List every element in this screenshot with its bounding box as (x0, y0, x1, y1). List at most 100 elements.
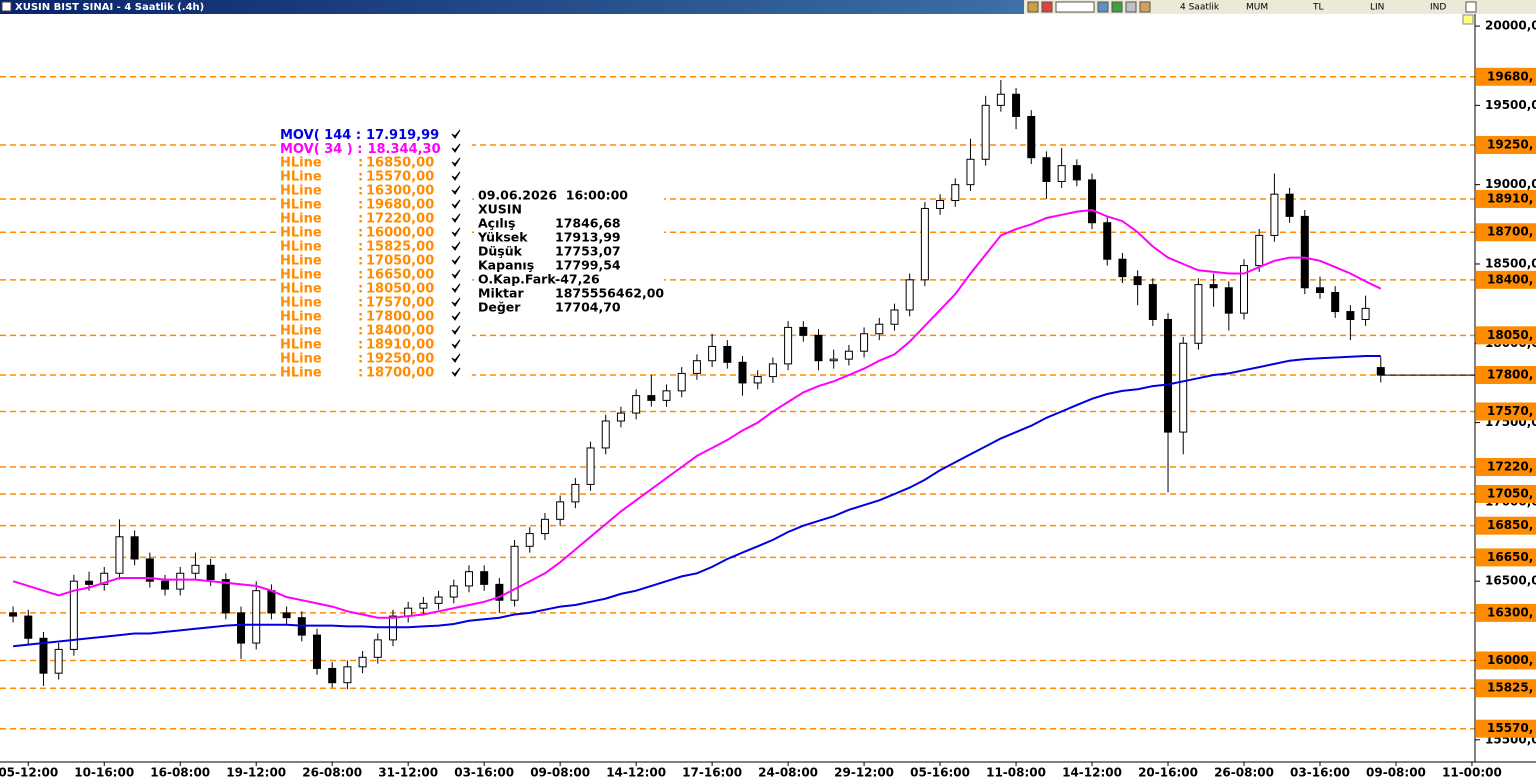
candle-body (1255, 234, 1264, 267)
candle-body (176, 572, 185, 590)
legend-value: 17050,00 (366, 254, 434, 269)
x-tick-label: 26-08:00 (302, 766, 362, 780)
legend-name: HLine (280, 184, 322, 199)
tool-icon[interactable] (1139, 1, 1151, 13)
candle-body (799, 326, 808, 336)
legend-separator: : (358, 170, 363, 185)
legend-separator: : (358, 366, 363, 381)
tool-icon[interactable] (1027, 1, 1039, 13)
candle-body (510, 545, 519, 601)
legend-separator: : (358, 282, 363, 297)
candle-body (267, 590, 276, 614)
level-tag-label: 16000, (1487, 653, 1533, 667)
legend-value: 17570,00 (366, 296, 434, 311)
level-tag (1476, 651, 1536, 670)
tool-icon[interactable] (1041, 1, 1053, 13)
y-tick-label: 16500,0 (1485, 574, 1536, 588)
level-tag (1476, 679, 1536, 698)
candle-body (860, 333, 869, 352)
candle-body (343, 666, 352, 684)
y-tick-label: 20000,0 (1485, 19, 1536, 33)
level-tag (1476, 516, 1536, 535)
x-tick-label: 10-16:00 (74, 766, 134, 780)
candle-body (556, 501, 565, 520)
candle-body (373, 639, 382, 658)
legend-entry: MOV( 34 ) : 18.344,30 (280, 142, 441, 157)
legend-name: HLine (280, 268, 322, 283)
candle-body (1285, 193, 1294, 217)
candle-body (1103, 222, 1112, 260)
toolbar-label[interactable]: 4 Saatlik (1180, 3, 1220, 13)
info-symbol: XUSIN (478, 202, 522, 217)
candle-body (358, 656, 367, 668)
y-tick-label: 19500,0 (1485, 98, 1536, 112)
x-tick-label: 24-08:00 (758, 766, 818, 780)
candle-body (1042, 157, 1051, 182)
level-tag-label: 17570, (1487, 404, 1533, 418)
level-tag-label: 16650, (1487, 550, 1533, 564)
legend-value: 19680,00 (366, 198, 434, 213)
toolbar-label[interactable]: IND (1430, 3, 1446, 13)
toolbar-label[interactable]: MUM (1246, 3, 1268, 13)
x-tick-label: 09-08:00 (530, 766, 590, 780)
candle-body (1057, 165, 1066, 182)
info-value: 17846,68 (555, 216, 621, 231)
level-tag-label: 15570, (1487, 721, 1533, 735)
candle-body (738, 361, 747, 384)
check-icon (451, 297, 461, 307)
toolbar-label[interactable]: TL (1312, 3, 1324, 13)
candle-body (708, 345, 717, 362)
tool-icon[interactable] (1055, 1, 1095, 13)
check-icon (451, 367, 461, 377)
candle-body (1376, 367, 1385, 376)
info-label: Miktar (478, 286, 524, 301)
level-tag-label: 17050, (1487, 486, 1533, 500)
info-value: 17753,07 (555, 244, 621, 259)
candle-body (890, 309, 899, 325)
check-icon (451, 185, 461, 195)
x-tick-label: 03-16:00 (454, 766, 514, 780)
candle-body (39, 637, 48, 674)
legend-value: 19250,00 (366, 352, 434, 367)
legend-value: 16650,00 (366, 268, 434, 283)
x-tick-label: 19-12:00 (226, 766, 286, 780)
level-tag-label: 15825, (1487, 681, 1533, 695)
level-tag (1476, 223, 1536, 242)
legend-entry: MOV( 144 : 17.919,99 (280, 128, 439, 143)
candle-body (616, 412, 625, 422)
x-tick-label: 29-12:00 (834, 766, 894, 780)
legend-separator: : (358, 240, 363, 255)
check-icon (451, 311, 461, 321)
close-button[interactable] (1465, 1, 1477, 13)
candle-body (145, 558, 154, 582)
check-icon (451, 199, 461, 209)
candle-body (100, 572, 109, 585)
level-tag (1476, 402, 1536, 421)
candle-body (875, 323, 884, 335)
legend-name: HLine (280, 366, 322, 381)
check-icon (451, 283, 461, 293)
toolbar-label[interactable]: LIN (1370, 3, 1384, 13)
legend-value: 18700,00 (366, 366, 434, 381)
legend-separator: : (358, 268, 363, 283)
check-icon (451, 339, 461, 349)
tool-icon[interactable] (1125, 1, 1137, 13)
tool-icon[interactable] (1097, 1, 1109, 13)
corner-icon[interactable] (1462, 14, 1474, 25)
tool-icon[interactable] (1111, 1, 1123, 13)
candle-body (495, 583, 504, 601)
level-tag (1476, 548, 1536, 567)
candle-body (1361, 307, 1370, 320)
candle-body (54, 648, 63, 674)
candle-body (844, 350, 853, 360)
check-icon (451, 353, 461, 363)
check-icon (451, 325, 461, 335)
check-icon (451, 129, 461, 139)
candle-body (1027, 115, 1036, 159)
candle-body (1240, 265, 1249, 314)
info-datetime: 09.06.2026 16:00:00 (478, 188, 628, 203)
level-tag-label: 17220, (1487, 459, 1533, 473)
legend-value: 18050,00 (366, 282, 434, 297)
candle-body (601, 420, 610, 449)
level-tag (1476, 136, 1536, 155)
